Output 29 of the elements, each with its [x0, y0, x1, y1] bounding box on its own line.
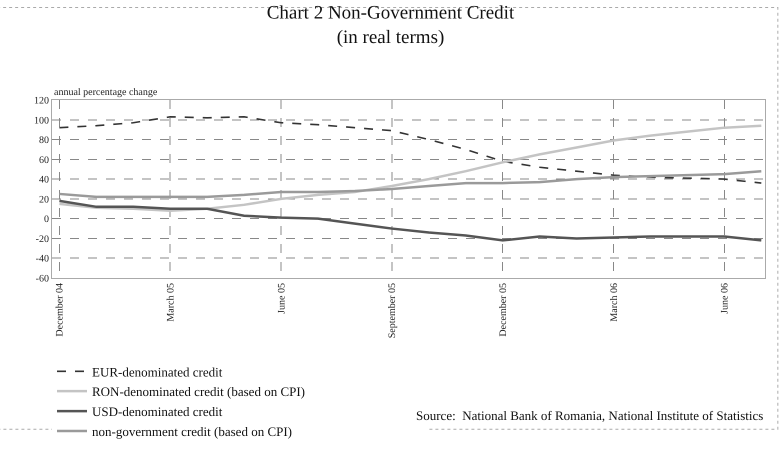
x-tick-label: March 06 [608, 283, 620, 322]
legend-label: USD-denominated credit [92, 404, 223, 420]
y-tick-label: 80 [39, 135, 49, 146]
y-tick-label: 20 [39, 194, 49, 206]
source-note: Source: National Bank of Romania, National Institute of Statistics [416, 408, 764, 423]
line-series [58, 116, 762, 184]
y-tick-label: 60 [39, 154, 49, 166]
x-tick-label: December 04 [54, 283, 66, 337]
legend-label: EUR-denominated credit [92, 364, 223, 380]
legend-label: RON-denominated credit (based on CPI) [92, 384, 306, 400]
y-tick-label: 0 [44, 214, 49, 226]
line-series [58, 124, 763, 212]
x-tick-label: September 05 [387, 283, 398, 338]
y-tick-label: -20 [36, 234, 49, 245]
x-tick-label: December 05 [498, 283, 509, 337]
chart-title: Chart 2 Non-Government Credit [266, 2, 515, 24]
x-tick-label: March 05 [165, 283, 176, 322]
chart-subtitle: (in real terms) [336, 27, 444, 48]
line-series [58, 200, 763, 242]
y-tick-label: 100 [34, 115, 49, 126]
y-tick-label: 120 [34, 96, 49, 106]
x-tick-label: June 06 [720, 283, 731, 314]
y-axis-title: annual percentage change [54, 87, 158, 98]
x-tick-label: June 05 [276, 283, 288, 314]
y-tick-label: 40 [39, 174, 49, 186]
legend-label: non-government credit (based on CPI) [92, 424, 292, 440]
y-tick-label: -60 [36, 274, 49, 284]
y-tick-label: -40 [36, 254, 49, 265]
line-series [58, 170, 763, 198]
